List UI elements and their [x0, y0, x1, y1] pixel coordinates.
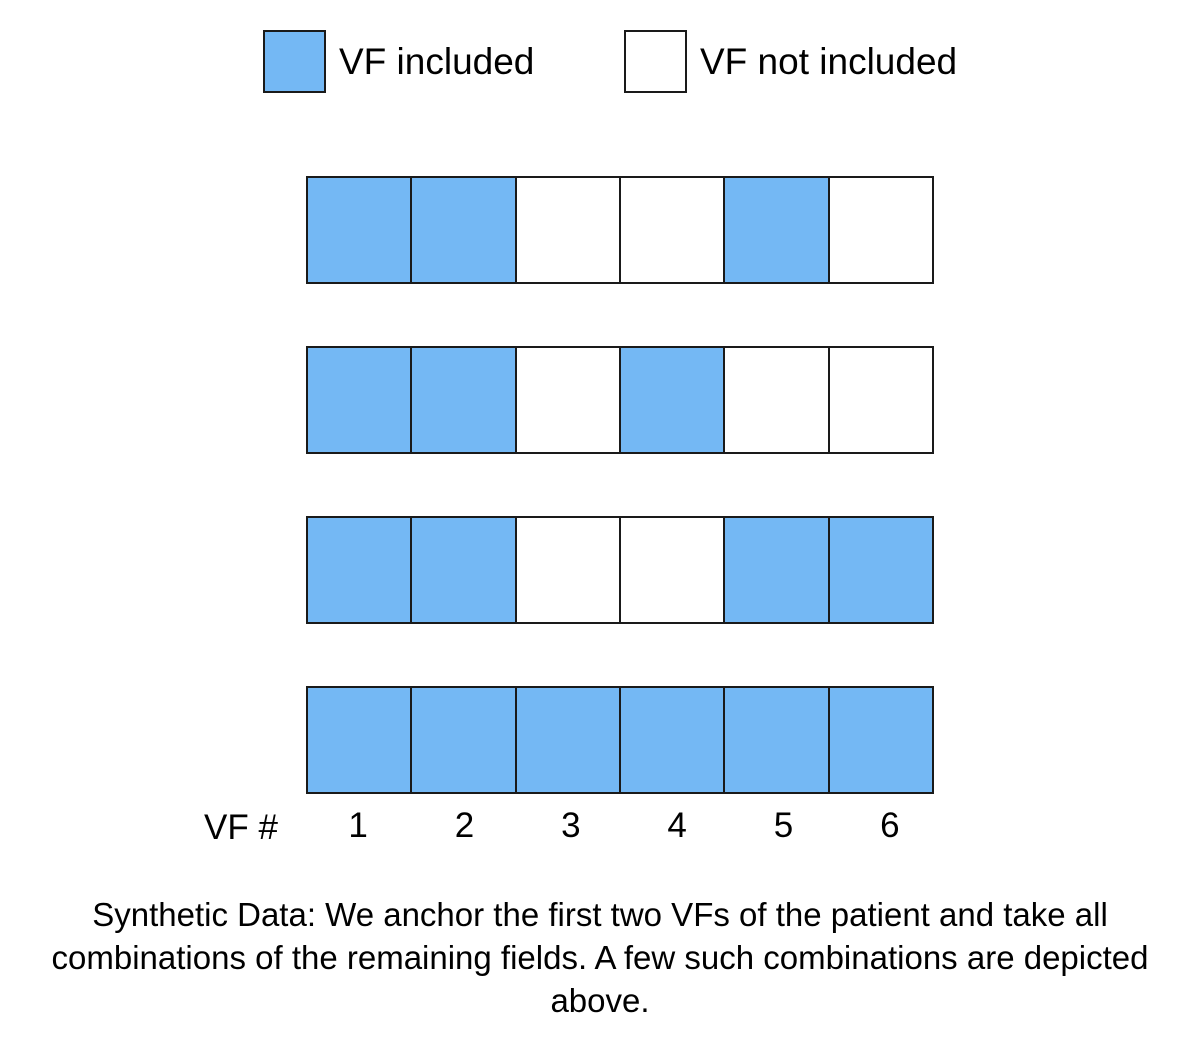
cell-vf-included [306, 176, 413, 284]
cell-vf-included [410, 686, 517, 794]
combination-row [306, 176, 944, 284]
cell-vf-included [827, 516, 934, 624]
axis-number: 1 [348, 806, 368, 845]
axis-number: 5 [773, 806, 794, 845]
cell-vf-included [827, 686, 934, 794]
legend-item-included: VF included [263, 28, 534, 94]
legend-swatch-not-included [624, 29, 687, 93]
cell-vf-not-included [723, 346, 830, 454]
combination-row [306, 346, 944, 454]
legend: VF included VF not included [263, 28, 1023, 94]
cell-vf-included [723, 686, 830, 794]
cell-vf-not-included [514, 346, 621, 454]
legend-label-not-included: VF not included [700, 40, 958, 82]
cell-vf-included [306, 686, 413, 794]
legend-label-included: VF included [339, 40, 535, 82]
axis-number: 6 [880, 806, 900, 845]
cell-vf-included [410, 346, 517, 454]
cell-vf-not-included [618, 176, 726, 284]
cell-vf-not-included [618, 516, 726, 624]
combination-row [306, 686, 944, 794]
legend-item-not-included: VF not included [624, 28, 957, 94]
cell-vf-included [410, 516, 517, 624]
legend-swatch-included [263, 29, 326, 93]
caption: Synthetic Data: We anchor the first two … [51, 896, 1149, 1019]
axis-number: 3 [561, 806, 581, 845]
cell-vf-included [306, 516, 413, 624]
cell-vf-included [723, 176, 830, 284]
cell-vf-included [618, 346, 726, 454]
combination-row [306, 516, 944, 624]
cell-vf-not-included [827, 346, 934, 454]
cell-vf-included [410, 176, 517, 284]
vf-axis: VF # 1 2 3 4 5 6 [0, 806, 1200, 850]
cell-vf-not-included [514, 176, 621, 284]
cell-vf-included [514, 686, 621, 794]
cell-vf-included [618, 686, 726, 794]
cell-vf-included [306, 346, 413, 454]
axis-label: VF # [204, 808, 278, 847]
combination-grid [306, 176, 944, 794]
axis-number: 4 [667, 806, 687, 845]
axis-number: 2 [454, 806, 475, 845]
cell-vf-included [723, 516, 830, 624]
cell-vf-not-included [827, 176, 934, 284]
cell-vf-not-included [514, 516, 621, 624]
